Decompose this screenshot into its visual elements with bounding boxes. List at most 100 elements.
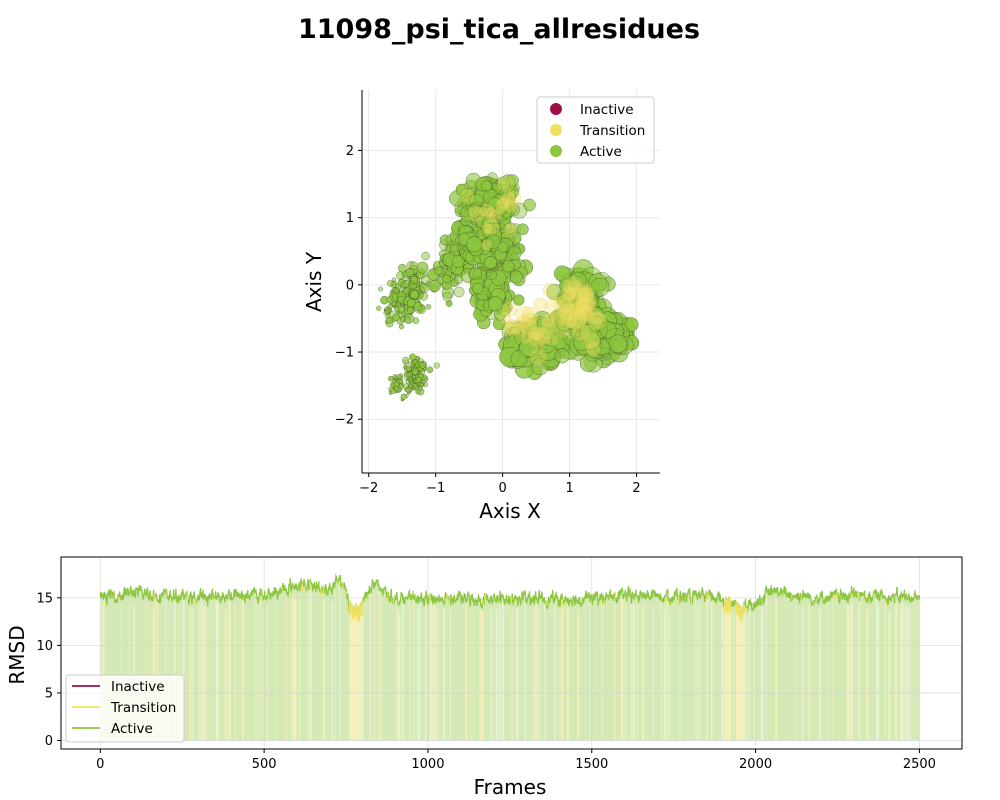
rmsd-stripe [482, 612, 484, 741]
scatter-point [378, 286, 384, 292]
rmsd-stripe [285, 598, 287, 741]
scatter-point [599, 321, 617, 339]
scatter-legend-label: Active [580, 144, 622, 160]
rmsd-stripe [554, 607, 556, 741]
scatter-point [516, 223, 529, 236]
scatter-point [393, 375, 399, 380]
rmsd-stripe [397, 608, 399, 741]
scatter-point [608, 334, 628, 354]
scatter-point [376, 305, 382, 311]
rmsd-stripe [535, 600, 538, 741]
rmsd-stripe [398, 613, 401, 741]
rmsd-stripe [334, 590, 336, 741]
scatter-point [393, 306, 400, 313]
rmsd-stripe [430, 602, 433, 741]
scatter-point [576, 292, 597, 313]
rmsd-stripe [766, 594, 767, 741]
scatter-point [566, 285, 582, 300]
scatter-point [566, 279, 582, 294]
scatter-point [412, 317, 420, 325]
rmsd-stripe [896, 601, 898, 741]
rmsd-stripe [743, 612, 746, 741]
scatter-point [523, 317, 539, 333]
scatter-point [559, 308, 579, 328]
rmsd-stripe [761, 607, 764, 741]
scatter-point [469, 266, 483, 280]
rmsd-stripe [827, 603, 828, 741]
scatter-point [480, 239, 492, 251]
rmsd-stripe [443, 607, 445, 741]
scatter-point [567, 310, 588, 330]
rmsd-stripe [215, 598, 218, 741]
scatter-point [576, 286, 595, 304]
scatter-point [541, 313, 556, 328]
rmsd-stripe [577, 609, 580, 741]
rmsd-stripe [849, 603, 852, 741]
scatter-point [576, 303, 594, 321]
rmsd-stripe [374, 593, 375, 741]
rmsd-stripe [224, 609, 227, 741]
rmsd-stripe [895, 603, 897, 741]
scatter-point [497, 196, 511, 210]
rmsd-panel: 0 500 1000 1500 2000 2500 0 5 10 15 Frames RMSD I… [5, 556, 963, 799]
scatter-point [385, 316, 393, 324]
scatter-point [579, 297, 594, 311]
rmsd-stripe [502, 601, 505, 741]
scatter-point [387, 303, 393, 310]
scatter-x-tick-label: 2 [632, 481, 640, 496]
scatter-x-tick-label: 1 [565, 481, 573, 496]
scatter-point [583, 332, 601, 350]
scatter-x-tick-label: −2 [359, 481, 378, 496]
scatter-point [405, 268, 415, 277]
rmsd-stripe [298, 593, 301, 741]
scatter-point [543, 283, 558, 298]
scatter-point [404, 316, 412, 324]
rmsd-stripe [436, 609, 437, 741]
scatter-point [585, 341, 601, 356]
rmsd-stripe [760, 613, 762, 741]
scatter-point [574, 294, 596, 316]
scatter-point [419, 292, 429, 301]
scatter-y-tick-label: 2 [346, 144, 354, 159]
rmsd-stripe [538, 608, 540, 741]
scatter-point [564, 315, 578, 329]
rmsd-legend: Inactive Transition Active [65, 674, 185, 743]
rmsd-stripe [642, 605, 645, 741]
rmsd-stripe [679, 608, 681, 741]
rmsd-transition-band [735, 606, 745, 741]
scatter-point [554, 295, 573, 314]
rmsd-y-tick-label: 15 [36, 591, 53, 606]
scatter-point [569, 300, 586, 317]
rmsd-stripe [433, 603, 436, 741]
scatter-point [575, 304, 594, 324]
scatter-point [415, 376, 422, 383]
rmsd-stripe [625, 597, 627, 741]
scatter-legend-marker [550, 145, 562, 157]
scatter-point [391, 277, 397, 283]
rmsd-x-tick-label: 1000 [411, 757, 444, 772]
rmsd-stripe [724, 615, 726, 741]
scatter-point [484, 206, 497, 220]
rmsd-stripe [534, 612, 536, 741]
scatter-point [513, 294, 525, 306]
scatter-point [560, 302, 580, 322]
scatter-point [573, 307, 589, 322]
scatter-point [426, 366, 434, 374]
rmsd-stripe [795, 606, 797, 741]
scatter-point [450, 244, 459, 253]
rmsd-stripe [255, 600, 257, 741]
rmsd-x-tick-label: 2000 [739, 757, 772, 772]
rmsd-x-axis-label: Frames [474, 775, 547, 799]
rmsd-stripe [416, 605, 418, 741]
scatter-point [503, 222, 517, 236]
rmsd-stripe [203, 605, 206, 741]
scatter-y-tick-label: 1 [346, 211, 354, 226]
scatter-point [398, 263, 407, 273]
scatter-point [403, 372, 412, 380]
rmsd-stripe [601, 600, 603, 741]
rmsd-stripe [479, 609, 482, 741]
rmsd-stripe [191, 609, 194, 741]
rmsd-y-tick-label: 0 [45, 734, 53, 749]
rmsd-stripe [228, 601, 230, 741]
scatter-panel: −2 −1 0 1 2 −2 −1 0 1 2 Axis X Axis Y Inactive Tra… [302, 90, 660, 523]
